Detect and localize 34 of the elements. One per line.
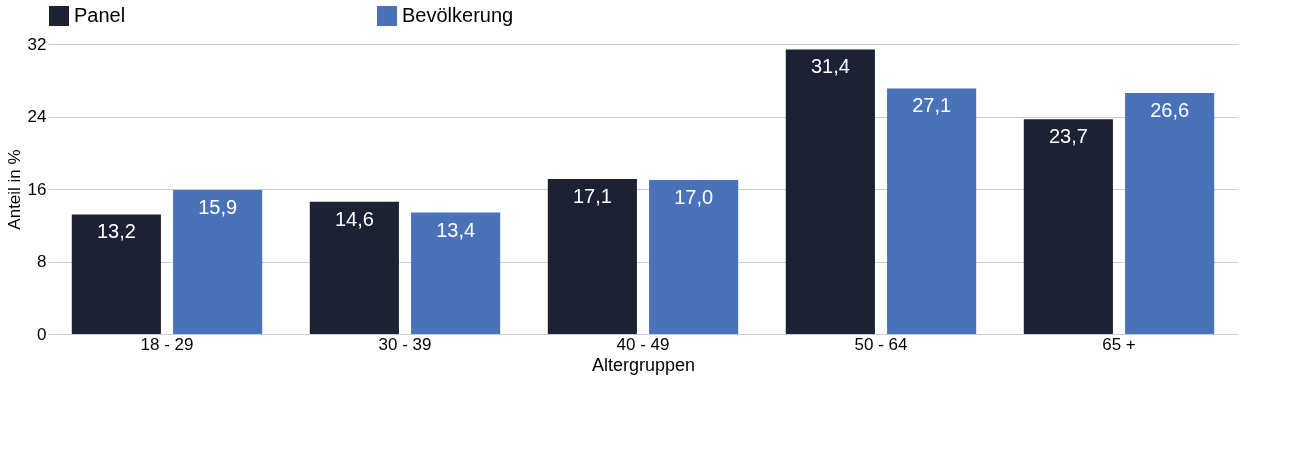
bar bbox=[785, 49, 875, 334]
y-axis-title: Anteil in % bbox=[4, 149, 24, 230]
y-tick-label: 16 bbox=[27, 179, 47, 199]
bar bbox=[547, 179, 637, 334]
legend-label: Bevölkerung bbox=[402, 4, 514, 26]
data-label: 31,4 bbox=[810, 55, 850, 78]
bar bbox=[71, 214, 161, 334]
y-tick-label: 8 bbox=[37, 252, 47, 271]
y-tick-label: 32 bbox=[27, 34, 47, 54]
bar bbox=[1125, 92, 1215, 334]
legend-label: Panel bbox=[74, 4, 126, 26]
data-label: 15,9 bbox=[198, 195, 238, 218]
x-tick-label: 30 - 39 bbox=[378, 334, 432, 354]
x-axis-title: Altergruppen bbox=[591, 354, 696, 375]
bar bbox=[173, 189, 263, 334]
data-label: 27,1 bbox=[912, 94, 952, 117]
bar bbox=[309, 201, 399, 334]
x-tick-label: 18 - 29 bbox=[140, 334, 194, 354]
data-label: 14,6 bbox=[334, 207, 374, 230]
x-tick-label: 40 - 49 bbox=[616, 334, 670, 354]
data-label: 13,4 bbox=[436, 218, 476, 241]
x-tick-label: 50 - 64 bbox=[854, 334, 908, 354]
data-label: 26,6 bbox=[1150, 98, 1190, 121]
data-label: 13,2 bbox=[96, 220, 136, 243]
data-label: 23,7 bbox=[1048, 125, 1088, 148]
bar bbox=[649, 179, 739, 334]
y-tick-label: 24 bbox=[27, 107, 47, 126]
data-label: 17,0 bbox=[674, 185, 714, 208]
bar bbox=[1023, 119, 1113, 334]
x-tick-label: 65 + bbox=[1102, 334, 1136, 354]
bar bbox=[887, 88, 977, 334]
y-tick-label: 0 bbox=[37, 324, 47, 344]
bar bbox=[411, 212, 501, 334]
data-label: 17,1 bbox=[572, 185, 612, 208]
